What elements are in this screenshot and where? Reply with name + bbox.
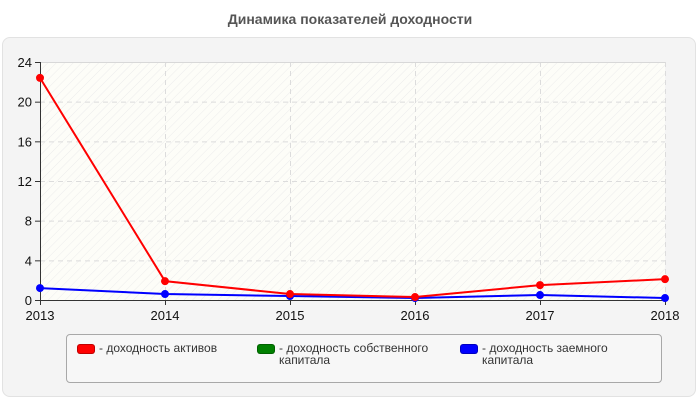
legend-swatch-red <box>77 344 95 354</box>
gridlines <box>40 62 666 300</box>
y-tick-label: 8 <box>25 214 32 229</box>
data-point[interactable] <box>161 290 169 299</box>
series-lines <box>36 73 669 303</box>
axes: 0 4 8 12 16 20 24 2013 2014 2015 2016 2017 2018 <box>18 55 680 323</box>
legend-swatch-blue <box>460 344 478 354</box>
legend-label: - доходность собственного капитала <box>279 341 429 367</box>
data-point[interactable] <box>661 275 669 284</box>
x-tick-label: 2017 <box>526 308 555 323</box>
legend-item-equity: - доходность собственного капитала <box>257 342 447 366</box>
series-line <box>39 77 666 299</box>
x-tick-label: 2018 <box>651 308 680 323</box>
x-tick-label: 2015 <box>276 308 305 323</box>
y-tick-label: 20 <box>18 95 32 110</box>
data-point[interactable] <box>161 277 169 286</box>
y-tick-label: 0 <box>25 293 32 308</box>
x-tick-label: 2016 <box>401 308 430 323</box>
x-tick-label: 2014 <box>151 308 180 323</box>
data-point[interactable] <box>411 293 419 302</box>
y-tick-label: 12 <box>18 174 32 189</box>
legend-item-assets: - доходность активов <box>77 342 217 354</box>
y-tick-label: 24 <box>18 55 32 70</box>
chart-title: Динамика показателей доходности <box>227 11 473 27</box>
legend-swatch-green <box>257 344 275 354</box>
series-line <box>39 287 666 300</box>
data-point[interactable] <box>536 291 544 300</box>
legend-label: - доходность активов <box>99 341 218 355</box>
legend-item-debt: - доходность заемного капитала <box>460 342 635 366</box>
legend: - доходность активов - доходность собств… <box>66 334 662 383</box>
x-tick-label: 2013 <box>26 308 55 323</box>
data-point[interactable] <box>36 73 44 82</box>
data-point[interactable] <box>286 290 294 299</box>
data-point[interactable] <box>536 281 544 290</box>
data-point[interactable] <box>36 284 44 293</box>
data-point[interactable] <box>661 294 669 303</box>
y-tick-label: 16 <box>18 134 32 149</box>
plot-area <box>40 62 665 300</box>
legend-label: - доходность заемного капитала <box>482 341 608 367</box>
y-tick-label: 4 <box>25 253 32 268</box>
